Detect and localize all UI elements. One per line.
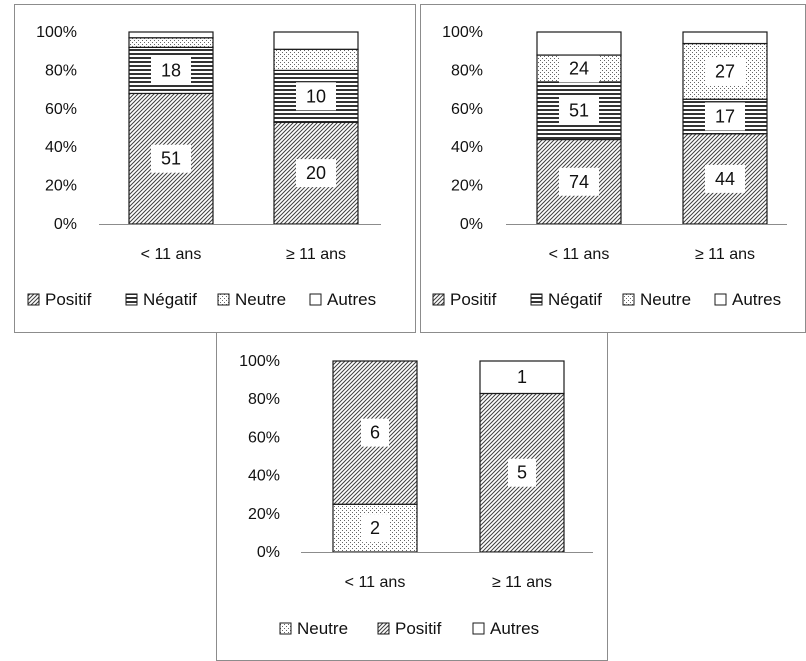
legend-label-negatif: Négatif xyxy=(143,290,197,309)
legend-swatch-negatif xyxy=(125,293,138,306)
y-tick-label: 80% xyxy=(45,62,77,79)
data-label-box xyxy=(361,514,389,543)
data-label-box xyxy=(559,54,599,83)
data-label: 24 xyxy=(569,58,589,78)
legend-label-neutre: Neutre xyxy=(297,619,348,638)
legend-swatch-autres xyxy=(309,293,322,306)
bar-segment-neutre xyxy=(273,48,359,71)
y-tick-label: 20% xyxy=(451,178,483,195)
data-label-box xyxy=(559,167,599,196)
chart-panel-bottom: 0% 20% 40% 60% 80% 100% 2 6 < 11 ans 5 1 ≥ 11 ans Ne… xyxy=(216,333,608,661)
legend-swatch-neutre xyxy=(279,622,292,635)
y-tick-label: 0% xyxy=(257,544,280,561)
chart-panel-top-right: 0% 20% 40% 60% 80% 100% 74 51 24 < 11 ans 44 17 27 ≥ … xyxy=(420,4,806,333)
bar-segment-autres xyxy=(682,31,768,45)
stacked-bar-chart-2: 0% 20% 40% 60% 80% 100% 74 51 24 < 11 ans 44 17 27 ≥ … xyxy=(432,24,787,309)
legend-label-negatif: Négatif xyxy=(548,290,602,309)
chart-panel-top-left: 0% 20% 40% 60% 80% 100% 51 18 < 11 ans 20 10 ≥ 11 a… xyxy=(14,4,416,333)
legend-swatch-positif xyxy=(432,293,445,306)
y-tick-label: 40% xyxy=(248,468,280,485)
legend-swatch-autres xyxy=(714,293,727,306)
data-label: 17 xyxy=(715,106,735,126)
y-tick-label: 100% xyxy=(239,353,280,370)
legend-label-autres: Autres xyxy=(490,619,539,638)
y-tick-label: 20% xyxy=(248,506,280,523)
y-tick-label: 40% xyxy=(45,139,77,156)
data-label-box xyxy=(705,57,745,86)
y-tick-label: 60% xyxy=(248,429,280,446)
legend-label-autres: Autres xyxy=(327,290,376,309)
data-label: 74 xyxy=(569,172,589,192)
data-label: 6 xyxy=(370,423,380,443)
legend-label-positif: Positif xyxy=(45,290,92,309)
data-label: 20 xyxy=(306,163,326,183)
bar-segment-autres xyxy=(128,31,214,39)
data-label: 2 xyxy=(370,518,380,538)
data-label-box xyxy=(559,96,599,125)
data-label: 18 xyxy=(161,60,181,80)
data-label-box xyxy=(705,102,745,131)
data-label-box xyxy=(361,418,389,447)
legend-label-neutre: Neutre xyxy=(640,290,691,309)
data-label-box xyxy=(296,159,336,188)
data-label: 44 xyxy=(715,169,735,189)
legend-swatch-positif xyxy=(377,622,390,635)
data-label: 51 xyxy=(161,149,181,169)
y-tick-label: 80% xyxy=(451,62,483,79)
legend-label-positif: Positif xyxy=(395,619,442,638)
bar-segment-neutre xyxy=(128,37,214,48)
legend-label-autres: Autres xyxy=(732,290,781,309)
data-label-box xyxy=(296,82,336,111)
y-tick-label: 40% xyxy=(451,139,483,156)
bar-segment-positif xyxy=(536,138,622,225)
data-label-box xyxy=(508,363,536,392)
legend-swatch-neutre xyxy=(217,293,230,306)
y-tick-label: 80% xyxy=(248,391,280,408)
y-tick-label: 100% xyxy=(36,24,77,41)
data-label: 51 xyxy=(569,101,589,121)
data-label: 1 xyxy=(517,367,527,387)
data-label: 10 xyxy=(306,86,326,106)
x-category-label: ≥ 11 ans xyxy=(492,574,552,591)
y-tick-label: 60% xyxy=(45,101,77,118)
legend-swatch-negatif xyxy=(530,293,543,306)
x-category-label: < 11 ans xyxy=(345,574,406,591)
x-category-label: ≥ 11 ans xyxy=(286,246,346,263)
bar-segment-autres xyxy=(536,31,622,56)
y-tick-label: 60% xyxy=(451,101,483,118)
y-tick-label: 100% xyxy=(442,24,483,41)
x-category-label: < 11 ans xyxy=(549,246,610,263)
legend-swatch-neutre xyxy=(622,293,635,306)
data-label-box xyxy=(508,458,536,487)
y-tick-label: 0% xyxy=(54,216,77,233)
y-tick-label: 20% xyxy=(45,178,77,195)
data-label-box xyxy=(151,144,191,173)
x-category-label: < 11 ans xyxy=(141,246,202,263)
data-label: 27 xyxy=(715,61,735,81)
bar-segment-autres xyxy=(273,31,359,50)
legend-label-positif: Positif xyxy=(450,290,497,309)
legend-swatch-positif xyxy=(27,293,40,306)
data-label: 5 xyxy=(517,463,527,483)
y-tick-label: 0% xyxy=(460,216,483,233)
data-label-box xyxy=(151,56,191,85)
stacked-bar-chart-3: 0% 20% 40% 60% 80% 100% 2 6 < 11 ans 5 1 ≥ 11 ans Ne… xyxy=(239,353,593,638)
stacked-bar-chart-1: 0% 20% 40% 60% 80% 100% 51 18 < 11 ans 20 10 ≥ 11 a… xyxy=(27,24,381,309)
data-label-box xyxy=(705,164,745,193)
legend-label-neutre: Neutre xyxy=(235,290,286,309)
x-category-label: ≥ 11 ans xyxy=(695,246,755,263)
legend-swatch-autres xyxy=(472,622,485,635)
